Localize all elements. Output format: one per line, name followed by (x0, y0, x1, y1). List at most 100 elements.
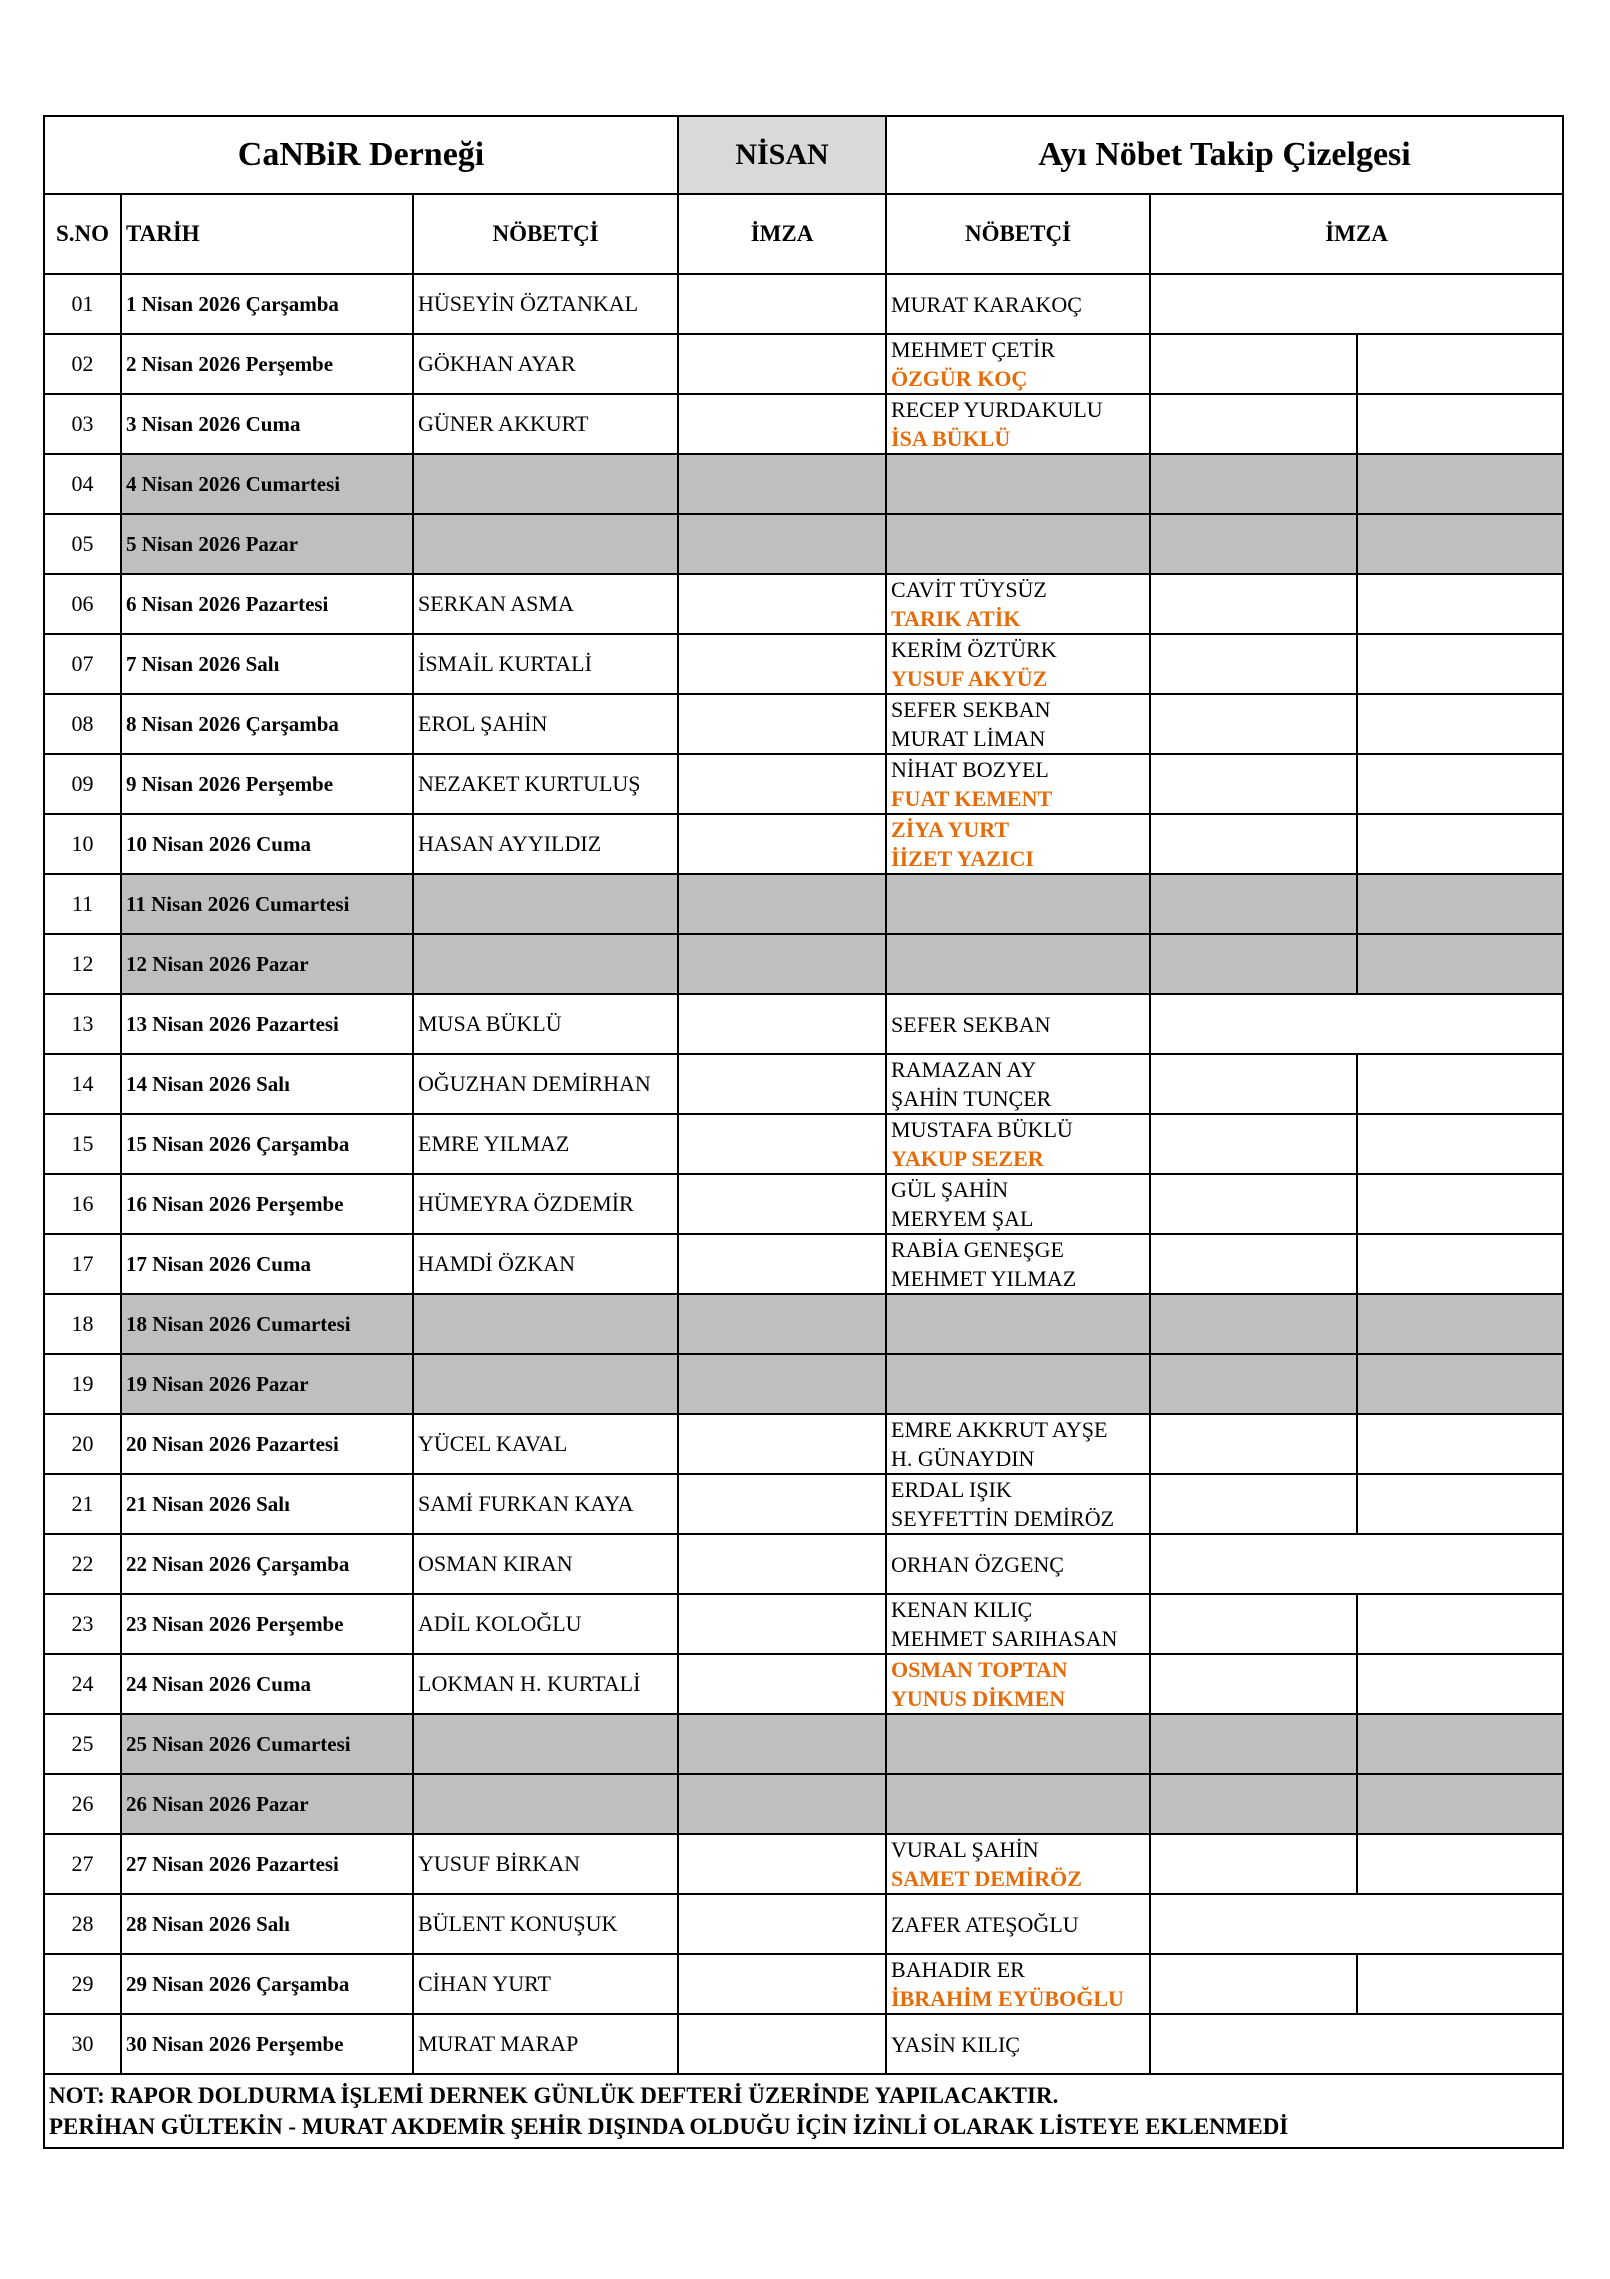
signature1-cell[interactable] (677, 1593, 888, 1655)
signature2a-cell[interactable] (1149, 1653, 1359, 1715)
duty1-name: CİHAN YURT (411, 1953, 680, 2015)
signature2-cell[interactable] (1149, 273, 1565, 335)
signature2b-cell[interactable] (1356, 933, 1565, 995)
signature1-cell[interactable] (677, 573, 888, 635)
signature2a-cell[interactable] (1149, 1353, 1359, 1415)
signature2-cell[interactable] (1149, 1533, 1565, 1595)
table-row: 11 11 Nisan 2026 Cumartesi (43, 873, 1565, 935)
signature2a-cell[interactable] (1149, 453, 1359, 515)
signature2a-cell[interactable] (1149, 573, 1359, 635)
signature2a-cell[interactable] (1149, 1593, 1359, 1655)
signature1-cell[interactable] (677, 1113, 888, 1175)
signature2a-cell[interactable] (1149, 393, 1359, 455)
signature2a-cell[interactable] (1149, 1293, 1359, 1355)
signature1-cell[interactable] (677, 1293, 888, 1355)
signature2b-cell[interactable] (1356, 573, 1565, 635)
signature2b-cell[interactable] (1356, 813, 1565, 875)
signature2b-cell[interactable] (1356, 1173, 1565, 1235)
signature2b-cell[interactable] (1356, 333, 1565, 395)
signature2b-cell[interactable] (1356, 1653, 1565, 1715)
signature1-cell[interactable] (677, 993, 888, 1055)
signature1-cell[interactable] (677, 1233, 888, 1295)
signature2b-cell[interactable] (1356, 1113, 1565, 1175)
signature1-cell[interactable] (677, 1953, 888, 2015)
signature1-cell[interactable] (677, 333, 888, 395)
signature2a-cell[interactable] (1149, 1113, 1359, 1175)
signature2b-cell[interactable] (1356, 1833, 1565, 1895)
duty2-name-highlighted: YAKUP SEZER (891, 1146, 1044, 1171)
signature2b-cell[interactable] (1356, 1773, 1565, 1835)
signature1-cell[interactable] (677, 753, 888, 815)
signature2a-cell[interactable] (1149, 1053, 1359, 1115)
signature1-cell[interactable] (677, 1653, 888, 1715)
signature2b-cell[interactable] (1356, 513, 1565, 575)
signature2b-cell[interactable] (1356, 1413, 1565, 1475)
signature2a-cell[interactable] (1149, 633, 1359, 695)
signature2b-cell[interactable] (1356, 1233, 1565, 1295)
duty2-name: RECEP YURDAKULU (891, 397, 1103, 422)
signature1-cell[interactable] (677, 633, 888, 695)
signature2b-cell[interactable] (1356, 1593, 1565, 1655)
signature1-cell[interactable] (677, 1053, 888, 1115)
row-date: 4 Nisan 2026 Cumartesi (120, 453, 414, 515)
signature1-cell[interactable] (677, 933, 888, 995)
signature2b-cell[interactable] (1356, 873, 1565, 935)
signature2b-cell[interactable] (1356, 753, 1565, 815)
signature2b-cell[interactable] (1356, 1353, 1565, 1415)
signature2b-cell[interactable] (1356, 1953, 1565, 2015)
signature1-cell[interactable] (677, 1533, 888, 1595)
signature2b-cell[interactable] (1356, 1053, 1565, 1115)
signature1-cell[interactable] (677, 273, 888, 335)
signature2-cell[interactable] (1149, 1893, 1565, 1955)
signature1-cell[interactable] (677, 453, 888, 515)
signature2-cell[interactable] (1149, 2013, 1565, 2075)
signature2a-cell[interactable] (1149, 813, 1359, 875)
signature2a-cell[interactable] (1149, 1233, 1359, 1295)
signature2a-cell[interactable] (1149, 873, 1359, 935)
signature2a-cell[interactable] (1149, 933, 1359, 995)
signature1-cell[interactable] (677, 873, 888, 935)
signature2a-cell[interactable] (1149, 333, 1359, 395)
signature1-cell[interactable] (677, 813, 888, 875)
row-number: 22 (43, 1533, 122, 1595)
signature1-cell[interactable] (677, 1773, 888, 1835)
signature1-cell[interactable] (677, 1473, 888, 1535)
signature1-cell[interactable] (677, 393, 888, 455)
signature1-cell[interactable] (677, 1173, 888, 1235)
title-row: CaNBiR Derneği NİSAN Ayı Nöbet Takip Çiz… (42, 115, 1565, 195)
signature1-cell[interactable] (677, 1353, 888, 1415)
signature2a-cell[interactable] (1149, 1953, 1359, 2015)
signature1-cell[interactable] (677, 1413, 888, 1475)
signature2b-cell[interactable] (1356, 453, 1565, 515)
signature2b-cell[interactable] (1356, 1713, 1565, 1775)
signature2a-cell[interactable] (1149, 1713, 1359, 1775)
signature1-cell[interactable] (677, 513, 888, 575)
table-row: 17 17 Nisan 2026 Cuma HAMDİ ÖZKAN RABİA GEN… (43, 1233, 1565, 1295)
signature2a-cell[interactable] (1149, 753, 1359, 815)
signature2b-cell[interactable] (1356, 693, 1565, 755)
signature2a-cell[interactable] (1149, 513, 1359, 575)
duty2-name: YASİN KILIÇ (891, 2031, 1020, 2057)
duty1-name (411, 453, 680, 515)
signature2a-cell[interactable] (1149, 1473, 1359, 1535)
signature1-cell[interactable] (677, 1833, 888, 1895)
signature1-cell[interactable] (677, 2013, 888, 2075)
duty2-names: RABİA GENEŞGE MEHMET YILMAZ (885, 1233, 1152, 1295)
signature2-cell[interactable] (1149, 993, 1565, 1055)
signature1-cell[interactable] (677, 693, 888, 755)
signature2b-cell[interactable] (1356, 393, 1565, 455)
duty1-name: EROL ŞAHİN (411, 693, 680, 755)
signature2a-cell[interactable] (1149, 1413, 1359, 1475)
signature2a-cell[interactable] (1149, 1173, 1359, 1235)
signature2a-cell[interactable] (1149, 1833, 1359, 1895)
table-row: 26 26 Nisan 2026 Pazar (43, 1773, 1565, 1835)
signature2a-cell[interactable] (1149, 693, 1359, 755)
signature2a-cell[interactable] (1149, 1773, 1359, 1835)
signature1-cell[interactable] (677, 1713, 888, 1775)
signature2b-cell[interactable] (1356, 1293, 1565, 1355)
signature1-cell[interactable] (677, 1893, 888, 1955)
signature2b-cell[interactable] (1356, 633, 1565, 695)
signature2b-cell[interactable] (1356, 1473, 1565, 1535)
col-header-duty1: NÖBETÇİ (411, 193, 680, 275)
col-header-sign2: İMZA (1149, 193, 1565, 275)
